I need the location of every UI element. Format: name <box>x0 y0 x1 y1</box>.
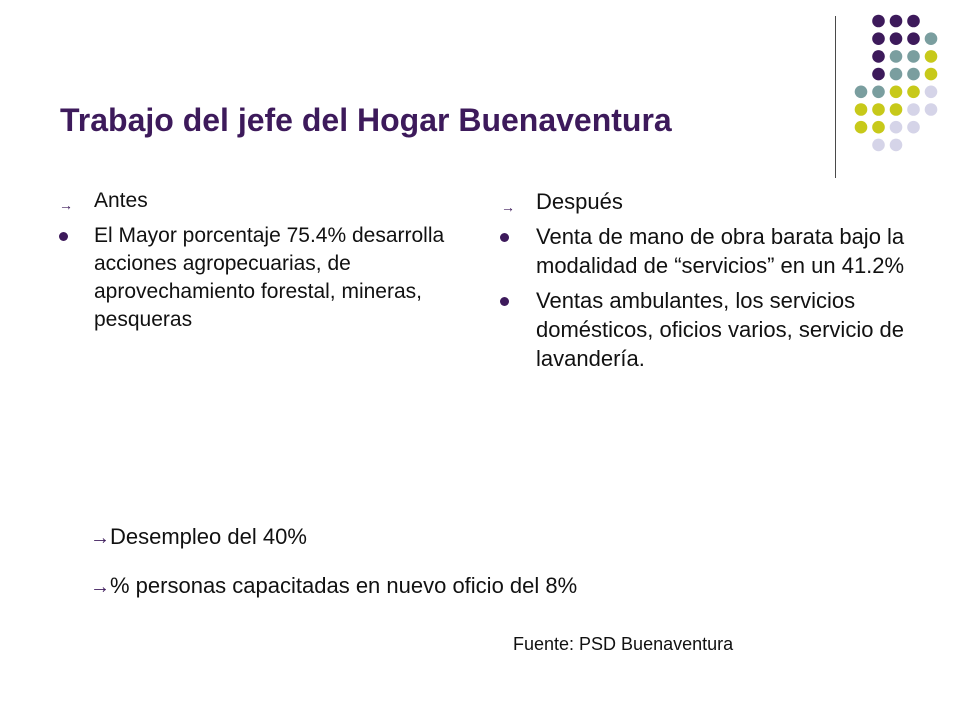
decorative-dot <box>889 67 903 81</box>
decorative-dot <box>854 103 868 116</box>
decorative-dot <box>872 67 885 81</box>
decorative-dot <box>872 32 885 45</box>
decorative-dot <box>924 50 938 63</box>
decorative-dot <box>872 120 885 134</box>
after-heading: → Después <box>497 188 917 216</box>
decorative-dot <box>907 103 920 116</box>
decorative-dot <box>872 85 885 99</box>
before-heading: → Antes <box>55 188 445 214</box>
decorative-dot <box>889 50 903 63</box>
decorative-dot <box>889 85 903 99</box>
training-note-text: % personas capacitadas en nuevo oficio d… <box>110 573 578 598</box>
after-heading-label: Después <box>536 189 623 214</box>
after-bullet: Ventas ambulantes, los servicios domésti… <box>497 286 917 373</box>
after-bullet-text: Venta de mano de obra barata bajo la mod… <box>536 224 905 278</box>
source-note: Fuente: PSD Buenaventura <box>513 634 734 654</box>
decorative-dot <box>889 32 903 45</box>
decorative-dot <box>907 67 920 81</box>
decorative-dot <box>889 103 903 116</box>
right-arrow-icon: → <box>90 527 110 549</box>
decorative-dot <box>889 138 903 152</box>
unemployment-note-text: Desempleo del 40% <box>110 524 307 549</box>
decorative-dot <box>854 120 868 134</box>
decorative-dot <box>907 85 920 99</box>
right-arrow-icon: → <box>59 197 73 213</box>
decorative-dot <box>889 120 903 134</box>
decorative-dot <box>889 14 903 28</box>
decorative-dot <box>907 14 920 28</box>
vertical-divider <box>835 16 836 178</box>
decorative-dot <box>872 138 885 152</box>
after-bullet: Venta de mano de obra barata bajo la mod… <box>497 222 917 280</box>
right-arrow-icon: → <box>501 199 515 215</box>
decorative-dot <box>872 14 885 28</box>
decorative-dot <box>854 85 868 99</box>
decorative-dot <box>907 120 920 134</box>
unemployment-note: →Desempleo del 40% <box>90 524 307 550</box>
bullet-icon <box>500 297 509 306</box>
decorative-dot <box>924 85 938 99</box>
decorative-dot <box>872 50 885 63</box>
right-arrow-icon: → <box>90 576 110 598</box>
before-heading-label: Antes <box>94 189 148 212</box>
slide-title: Trabajo del jefe del Hogar Buenaventura <box>60 102 672 138</box>
decorative-dot-grid <box>854 14 938 152</box>
decorative-dot <box>924 67 938 81</box>
bullet-icon <box>59 232 68 241</box>
after-bullet-text: Ventas ambulantes, los servicios domésti… <box>536 288 905 371</box>
decorative-dot <box>907 32 920 45</box>
before-bullet-text: El Mayor porcentaje 75.4% desarrolla acc… <box>94 224 445 331</box>
bullet-icon <box>500 233 509 242</box>
training-note: →% personas capacitadas en nuevo oficio … <box>90 573 577 599</box>
decorative-dot <box>907 50 920 63</box>
decorative-dot <box>924 32 938 45</box>
before-column: → Antes El Mayor porcentaje 75.4% desarr… <box>55 188 445 334</box>
decorative-dot <box>924 103 938 116</box>
before-bullet: El Mayor porcentaje 75.4% desarrolla acc… <box>55 222 445 334</box>
decorative-dot <box>872 103 885 116</box>
after-column: → Después Venta de mano de obra barata b… <box>497 188 917 379</box>
